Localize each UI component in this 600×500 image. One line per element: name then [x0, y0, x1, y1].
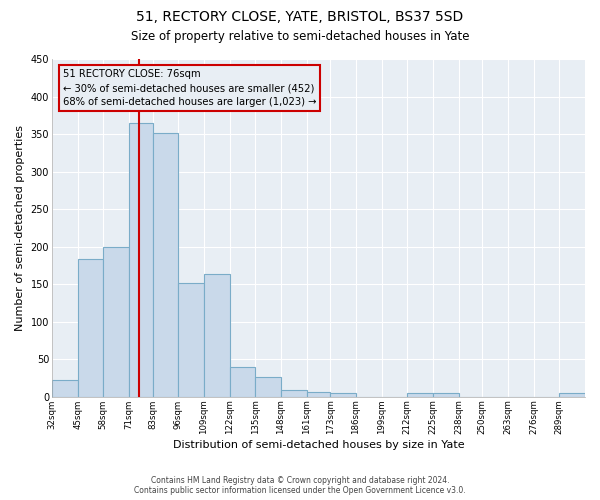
Text: 51 RECTORY CLOSE: 76sqm
← 30% of semi-detached houses are smaller (452)
68% of s: 51 RECTORY CLOSE: 76sqm ← 30% of semi-de… [62, 69, 316, 107]
Bar [204, 274, 230, 397]
Bar [307, 392, 331, 397]
Bar [407, 393, 433, 397]
Bar [559, 393, 585, 397]
Bar [52, 380, 77, 397]
Bar [281, 390, 307, 397]
Text: Size of property relative to semi-detached houses in Yate: Size of property relative to semi-detach… [131, 30, 469, 43]
Text: 51, RECTORY CLOSE, YATE, BRISTOL, BS37 5SD: 51, RECTORY CLOSE, YATE, BRISTOL, BS37 5… [136, 10, 464, 24]
Bar [103, 246, 129, 397]
Bar [129, 123, 152, 397]
Bar [77, 260, 103, 397]
Bar [433, 393, 458, 397]
Bar [256, 378, 281, 397]
X-axis label: Distribution of semi-detached houses by size in Yate: Distribution of semi-detached houses by … [173, 440, 464, 450]
Text: Contains HM Land Registry data © Crown copyright and database right 2024.
Contai: Contains HM Land Registry data © Crown c… [134, 476, 466, 495]
Bar [178, 282, 204, 397]
Y-axis label: Number of semi-detached properties: Number of semi-detached properties [15, 125, 25, 331]
Bar [230, 367, 256, 397]
Bar [152, 132, 178, 397]
Bar [331, 393, 356, 397]
